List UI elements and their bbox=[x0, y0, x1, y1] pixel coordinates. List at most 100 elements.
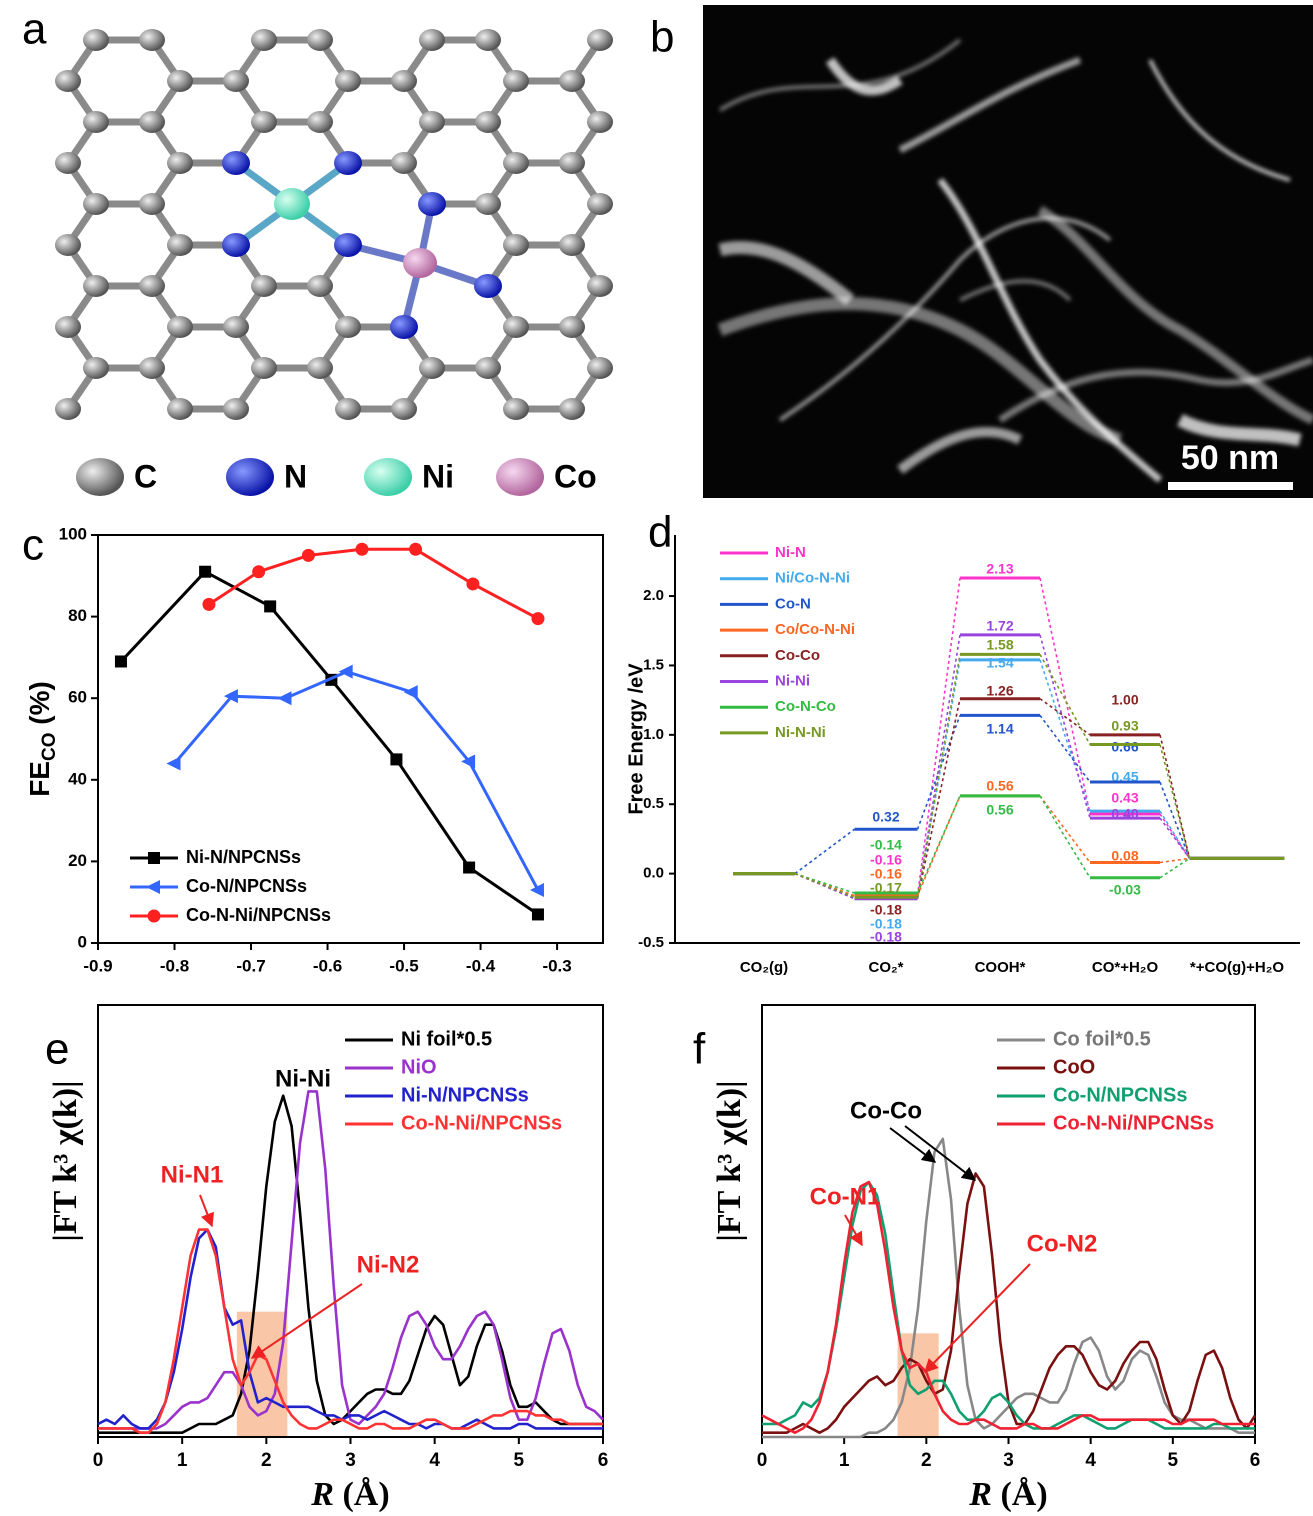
tem-fiber bbox=[825, 57, 903, 96]
y-axis-label: Free Energy /eV bbox=[625, 663, 647, 815]
carbon-atom bbox=[475, 357, 501, 379]
carbon-atom bbox=[167, 152, 193, 174]
carbon-atom bbox=[419, 357, 445, 379]
carbon-atom bbox=[419, 29, 445, 51]
data-label: -0.18 bbox=[870, 902, 902, 918]
carbon-atom bbox=[335, 316, 361, 338]
tem-image bbox=[703, 5, 1313, 498]
y-tick-label: 20 bbox=[68, 851, 87, 870]
y-tick-label: 80 bbox=[68, 606, 87, 625]
carbon-atom bbox=[83, 111, 109, 133]
legend-label: N bbox=[284, 458, 307, 494]
data-label: -0.18 bbox=[870, 916, 902, 932]
annotation: Co-Co bbox=[850, 1097, 922, 1124]
data-label: 1.58 bbox=[986, 637, 1013, 653]
annotation: Ni-N1 bbox=[161, 1161, 224, 1188]
carbon-atom bbox=[167, 316, 193, 338]
marker bbox=[114, 655, 127, 668]
connector bbox=[1039, 659, 1091, 812]
data-label: 2.13 bbox=[986, 561, 1013, 577]
x-tick-label: -0.3 bbox=[542, 956, 571, 975]
carbon-atom bbox=[139, 111, 165, 133]
carbon-atom bbox=[55, 316, 81, 338]
panel-label: e bbox=[45, 1025, 69, 1074]
data-label: 0.66 bbox=[1111, 739, 1138, 755]
marker bbox=[529, 882, 544, 897]
carbon-atom bbox=[503, 234, 529, 256]
carbon-atom bbox=[251, 29, 277, 51]
marker bbox=[338, 664, 353, 679]
tem-fiber bbox=[898, 56, 1082, 154]
marker bbox=[199, 565, 212, 578]
carbon-atom bbox=[503, 316, 529, 338]
carbon-atom bbox=[503, 152, 529, 174]
marker bbox=[390, 753, 403, 766]
carbon-atom bbox=[475, 193, 501, 215]
carbon-atom bbox=[503, 70, 529, 92]
x-tick-label: 0 bbox=[757, 1450, 768, 1471]
carbon-atom bbox=[587, 193, 613, 215]
carbon-atom bbox=[307, 275, 333, 297]
connector bbox=[794, 872, 855, 898]
tem-fiber bbox=[1037, 205, 1313, 425]
series-line bbox=[97, 1228, 603, 1430]
annotation-arrow bbox=[250, 1283, 363, 1359]
carbon-atom bbox=[167, 398, 193, 420]
carbon-atom bbox=[391, 70, 417, 92]
data-label: 1.00 bbox=[1111, 692, 1138, 708]
x-tick-label: COOH* bbox=[975, 959, 1026, 976]
series-line bbox=[208, 547, 539, 620]
annotation-arrow bbox=[889, 1127, 937, 1163]
carbon-atom bbox=[391, 398, 417, 420]
carbon-atom bbox=[167, 70, 193, 92]
data-label: 1.26 bbox=[986, 683, 1013, 699]
marker bbox=[461, 754, 476, 769]
series-line bbox=[762, 1180, 1255, 1430]
tem-fiber bbox=[937, 177, 1163, 483]
x-tick-label: 1 bbox=[839, 1450, 850, 1471]
panel-label: d bbox=[648, 508, 672, 557]
data-label: 1.54 bbox=[986, 655, 1013, 671]
carbon-atom bbox=[251, 275, 277, 297]
legend-label: Co-N/NPCNSs bbox=[1053, 1084, 1187, 1106]
carbon-atom bbox=[251, 111, 277, 133]
legend-label: Ni-N bbox=[775, 544, 806, 561]
x-tick-label: 5 bbox=[514, 1450, 525, 1471]
legend-atom bbox=[364, 458, 412, 496]
connector bbox=[1039, 714, 1091, 783]
legend-label: Ni-N-Ni bbox=[775, 724, 826, 741]
x-tick-label: 2 bbox=[921, 1450, 932, 1471]
legend-label: Ni foil*0.5 bbox=[401, 1028, 492, 1050]
y-tick-label: 1.0 bbox=[643, 726, 664, 743]
nitrogen-atom bbox=[334, 233, 362, 257]
connector bbox=[916, 659, 961, 899]
legend-label: Co-N-Ni/NPCNSs bbox=[401, 1112, 562, 1134]
connector bbox=[1039, 653, 1091, 745]
tem-fiber bbox=[959, 279, 1072, 302]
legend-label: Ni-N/NPCNSs bbox=[401, 1084, 529, 1106]
data-label: -0.16 bbox=[870, 852, 902, 868]
x-tick-label: -0.4 bbox=[466, 956, 496, 975]
legend-label: Ni-N/NPCNSs bbox=[186, 847, 301, 867]
carbon-atom bbox=[83, 193, 109, 215]
legend-label: Ni bbox=[422, 458, 454, 494]
carbon-atom bbox=[587, 275, 613, 297]
y-tick-label: -0.5 bbox=[638, 934, 664, 951]
connector bbox=[1039, 577, 1091, 815]
x-tick-label: 4 bbox=[1085, 1450, 1096, 1471]
connector bbox=[916, 577, 961, 896]
nitrogen-atom bbox=[222, 151, 250, 175]
x-tick-label: -0.9 bbox=[83, 956, 112, 975]
legend-label: NiO bbox=[401, 1056, 437, 1078]
nickel-atom bbox=[274, 188, 310, 220]
carbon-atom bbox=[167, 234, 193, 256]
carbon-atom bbox=[307, 111, 333, 133]
panel-label: f bbox=[693, 1025, 706, 1074]
x-axis-label: R (Å) bbox=[310, 1476, 389, 1513]
x-tick-label: 0 bbox=[93, 1450, 104, 1471]
marker bbox=[466, 577, 480, 591]
x-axis-label: R (Å) bbox=[968, 1476, 1047, 1513]
legend-label: C bbox=[134, 458, 157, 494]
carbon-atom bbox=[335, 70, 361, 92]
